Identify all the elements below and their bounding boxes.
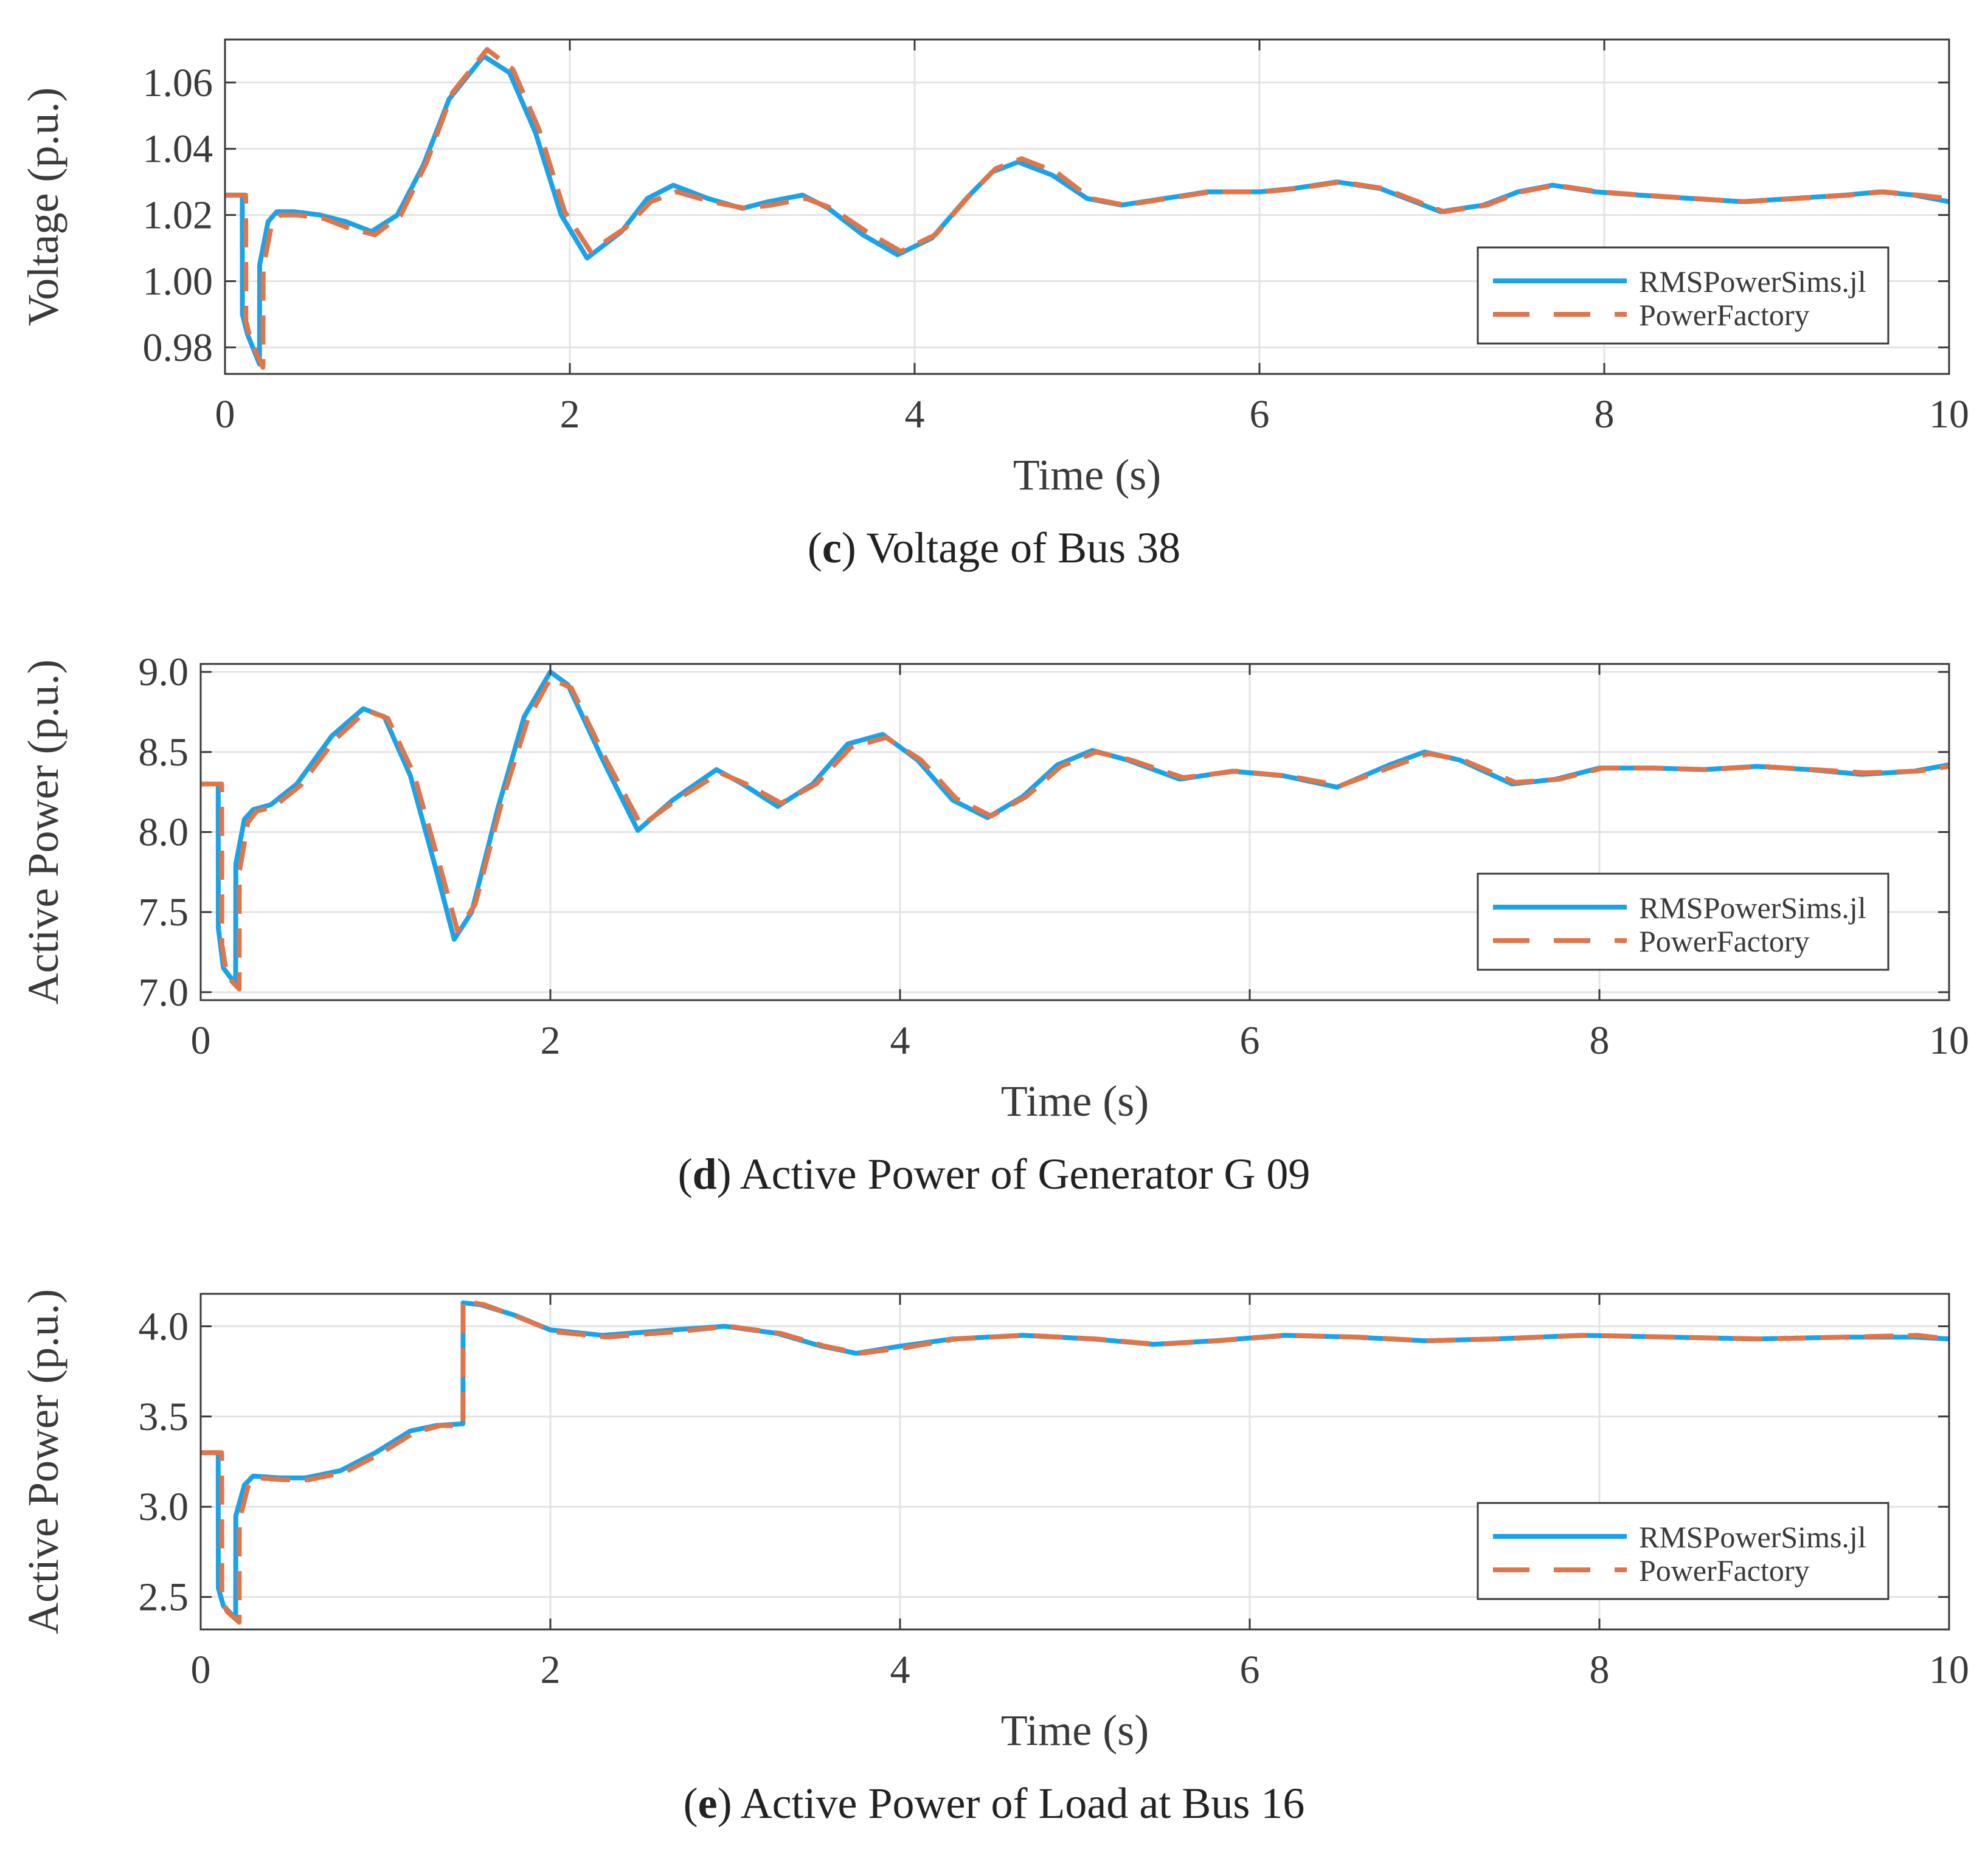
x-tick-label: 10 bbox=[1929, 1018, 1969, 1063]
y-tick-label: 1.04 bbox=[143, 127, 213, 171]
x-tick-label: 6 bbox=[1240, 1648, 1260, 1692]
x-tick-label: 8 bbox=[1590, 1018, 1610, 1063]
y-axis-label: Voltage (p.u.) bbox=[19, 88, 68, 326]
y-tick-label: 1.06 bbox=[143, 61, 213, 105]
legend-label-powerfactory: PowerFactory bbox=[1639, 924, 1810, 958]
caption-e: (e) Active Power of Load at Bus 16 bbox=[683, 1779, 1305, 1828]
caption-c-label: c bbox=[822, 523, 842, 572]
series-line-powerfactory bbox=[201, 1298, 1950, 1625]
x-tick-label: 6 bbox=[1250, 392, 1270, 437]
y-tick-label: 4.0 bbox=[139, 1304, 189, 1349]
x-tick-label: 2 bbox=[560, 392, 580, 437]
y-tick-label: 7.0 bbox=[139, 970, 189, 1015]
y-tick-label: 7.5 bbox=[139, 890, 189, 934]
x-tick-label: 0 bbox=[215, 392, 235, 437]
y-axis-label: Active Power (p.u.) bbox=[19, 1289, 68, 1634]
legend-label-powerfactory: PowerFactory bbox=[1639, 298, 1810, 332]
legend-box bbox=[1477, 246, 1889, 345]
x-tick-label: 8 bbox=[1590, 1648, 1610, 1692]
series-line-powerfactory bbox=[201, 675, 1950, 992]
x-tick-label: 6 bbox=[1240, 1018, 1260, 1063]
x-tick-label: 10 bbox=[1929, 392, 1969, 437]
x-axis-label: Time (s) bbox=[1001, 1077, 1149, 1125]
legend-label-rmspowersims: RMSPowerSims.jl bbox=[1639, 1520, 1866, 1554]
x-axis-label: Time (s) bbox=[1001, 1706, 1149, 1755]
x-tick-label: 4 bbox=[890, 1648, 910, 1692]
series-line-powerfactory bbox=[225, 47, 1950, 370]
y-tick-label: 9.0 bbox=[139, 650, 189, 694]
y-axis-label: Active Power (p.u.) bbox=[19, 660, 68, 1005]
legend-label-powerfactory: PowerFactory bbox=[1639, 1553, 1810, 1587]
legend-label-rmspowersims: RMSPowerSims.jl bbox=[1639, 891, 1866, 925]
x-axis-label: Time (s) bbox=[1013, 451, 1161, 499]
y-tick-label: 0.98 bbox=[143, 325, 213, 370]
legend-label-rmspowersims: RMSPowerSims.jl bbox=[1639, 264, 1866, 299]
y-tick-label: 3.0 bbox=[139, 1485, 189, 1529]
x-tick-label: 4 bbox=[905, 392, 925, 437]
caption-e-label: e bbox=[698, 1779, 718, 1828]
chart-c: 0 2 4 6 8 10 0.98 1.00 1.02 1.04 1.06 Time (s) Volta… bbox=[19, 38, 1969, 499]
legend-box bbox=[1477, 1502, 1889, 1600]
plot-frame bbox=[224, 38, 1950, 375]
x-tick-label: 0 bbox=[191, 1648, 211, 1692]
legend-box bbox=[1477, 872, 1889, 971]
chart-d: 0 2 4 6 8 10 7.0 7.5 8.0 8.5 9.0 Time (s) Active Pow… bbox=[19, 650, 1969, 1125]
y-tick-label: 3.5 bbox=[139, 1395, 189, 1439]
y-tick-label: 1.02 bbox=[143, 193, 213, 238]
chart-e: 0 2 4 6 8 10 2.5 3.0 3.5 4.0 Time (s) Active Power … bbox=[19, 1289, 1969, 1755]
caption-c: (c) Voltage of Bus 38 bbox=[807, 523, 1181, 572]
y-tick-label: 1.00 bbox=[143, 260, 213, 304]
x-tick-label: 4 bbox=[890, 1018, 910, 1063]
x-tick-label: 8 bbox=[1595, 392, 1615, 437]
x-tick-label: 10 bbox=[1929, 1648, 1969, 1692]
x-tick-label: 2 bbox=[541, 1018, 561, 1063]
caption-c-text: Voltage of Bus 38 bbox=[866, 523, 1181, 572]
plot-frame bbox=[199, 1293, 1950, 1631]
caption-d-label: d bbox=[692, 1150, 717, 1198]
x-tick-label: 2 bbox=[541, 1648, 561, 1692]
x-tick-label: 0 bbox=[191, 1018, 211, 1063]
y-tick-label: 8.0 bbox=[139, 810, 189, 855]
y-tick-label: 2.5 bbox=[139, 1575, 189, 1620]
caption-e-text: Active Power of Load at Bus 16 bbox=[740, 1779, 1305, 1828]
caption-d: (d) Active Power of Generator G 09 bbox=[677, 1150, 1311, 1198]
caption-d-text: Active Power of Generator G 09 bbox=[739, 1150, 1311, 1198]
y-tick-label: 8.5 bbox=[139, 730, 189, 775]
